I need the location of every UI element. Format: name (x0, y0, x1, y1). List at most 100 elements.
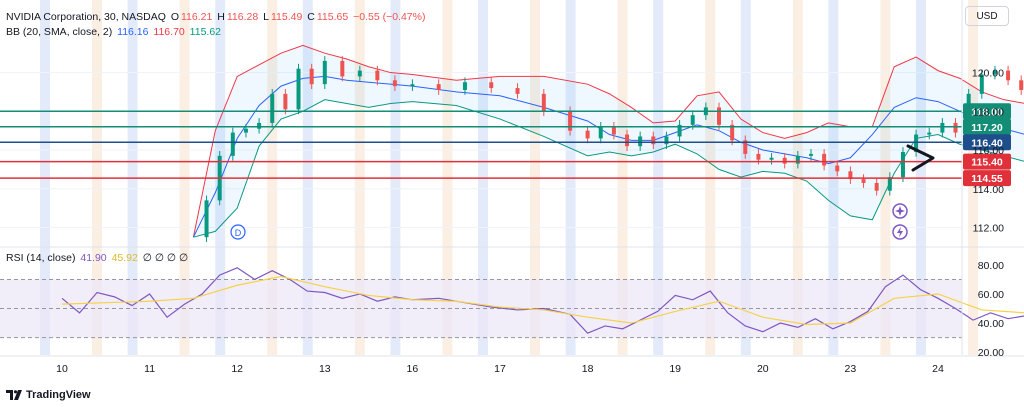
rsi-ma-value: 45.92 (111, 252, 138, 264)
high-label: H (217, 11, 225, 23)
candle-body (322, 60, 327, 85)
close-value: 115.65 (316, 11, 349, 23)
price-tick-label: 118.00 (973, 106, 1004, 118)
level-price-label: 115.40 (971, 157, 1003, 169)
tradingview-logo[interactable]: TradingView (6, 389, 91, 401)
open-value: 116.21 (181, 11, 213, 23)
level-price-label: 114.55 (971, 173, 1003, 185)
rsi-zone (0, 279, 962, 338)
candle-body (730, 124, 735, 141)
candle-body (874, 182, 879, 191)
tradingview-logo-icon (6, 390, 22, 400)
rsi-label: RSI (14, close) (6, 252, 76, 264)
candle-body (914, 134, 919, 152)
candle-body (690, 115, 695, 125)
candle-body (296, 68, 301, 110)
rsi-tick-label: 60.00 (978, 289, 1004, 301)
time-tick-label: 20 (757, 363, 769, 375)
level-price-tag (963, 118, 1011, 135)
candle-body (664, 136, 669, 145)
dividend-marker-icon[interactable] (230, 224, 246, 240)
candle-body (541, 93, 546, 112)
level-price-tag (963, 103, 1011, 120)
candle-body (953, 122, 958, 133)
svg-text:D: D (235, 228, 242, 238)
symbol-title[interactable]: NVIDIA Corporation, 30, NASDAQ (6, 11, 166, 23)
axes: 112.00 114.00 116.00 118.00 120.00 10 11 12 13 16… (0, 0, 1024, 375)
change-value: −0.55 (−0.47%) (353, 11, 426, 23)
price-tick-label: 114.00 (973, 184, 1004, 196)
time-tick-label: 12 (231, 363, 243, 375)
time-tick-label: 11 (144, 363, 155, 375)
candle-body (887, 177, 892, 191)
candle-body (392, 80, 397, 87)
rsi-lines (61, 267, 1024, 334)
bb-label: BB (20, SMA, close, 2) (6, 26, 113, 38)
rsi-extra-values: ∅ ∅ ∅ ∅ (142, 252, 189, 264)
candle-body (835, 165, 840, 172)
price-tick-label: 112.00 (973, 223, 1004, 235)
candle-body (822, 153, 827, 166)
level-price-label: 117.20 (971, 122, 1003, 134)
candle-body (861, 179, 866, 183)
time-tick-label: 10 (56, 363, 68, 375)
candle-body (1006, 70, 1011, 81)
candle-body (340, 60, 345, 77)
price-tick-label: 116.00 (973, 145, 1004, 157)
low-value: 115.49 (270, 11, 303, 23)
time-tick-label: 18 (582, 363, 594, 375)
candle-body (625, 134, 630, 147)
forecast-arrow-icon (906, 144, 935, 172)
candle-body (795, 155, 800, 164)
rsi-tick-label: 40.00 (978, 318, 1004, 330)
bb-upper-value: 116.70 (153, 26, 185, 38)
close-label: C (307, 11, 315, 23)
time-tick-label: 13 (319, 363, 331, 375)
candle-body (756, 153, 761, 160)
candle-body (515, 88, 520, 94)
rsi-tick-label: 80.00 (978, 260, 1004, 272)
level-price-label: 118.00 (971, 106, 1003, 118)
candle-body (357, 70, 362, 77)
candles (204, 56, 1024, 243)
candle-body (243, 128, 248, 133)
candle-body (410, 84, 415, 87)
candle-body (848, 171, 853, 180)
bb-upper-line (192, 44, 1024, 238)
candle-body (462, 82, 467, 90)
horizontal-levels[interactable]: 118.00 117.20 116.40 115.40 114.55 (0, 103, 1011, 187)
candle-body (309, 68, 314, 85)
rsi-background (0, 278, 962, 339)
price-tick-label: 120.00 (972, 68, 1004, 80)
candle-body (992, 70, 997, 75)
time-tick-label: 16 (407, 363, 419, 375)
candle-body (940, 122, 945, 133)
candle-body (927, 132, 932, 135)
bb-basis-value: 116.16 (117, 26, 149, 38)
candle-body (651, 136, 656, 145)
rsi-value: 41.90 (80, 252, 107, 264)
candle-body (611, 126, 616, 135)
level-price-tag (963, 153, 1011, 170)
candle-body (375, 70, 380, 81)
level-price-tag (963, 170, 1011, 187)
bb-legend[interactable]: BB (20, SMA, close, 2) 116.16 116.70 115… (6, 26, 223, 38)
time-tick-label: 19 (669, 363, 681, 375)
currency-label: USD (976, 10, 998, 22)
candle-body (1019, 80, 1024, 90)
brand-label: TradingView (26, 389, 91, 401)
low-label: L (263, 11, 269, 23)
candle-body (743, 140, 748, 154)
candle-body (638, 136, 643, 147)
annotations: D (230, 144, 935, 240)
currency-button[interactable]: USD (965, 6, 1009, 26)
candle-body (717, 107, 721, 125)
candle-body (489, 82, 494, 89)
candle-body (677, 124, 682, 137)
open-label: O (170, 11, 179, 23)
rsi-ma-line (61, 275, 1024, 326)
candle-body (782, 157, 787, 164)
rsi-legend[interactable]: RSI (14, close) 41.90 45.92 ∅ ∅ ∅ ∅ (6, 252, 190, 264)
candle-body (568, 111, 573, 131)
